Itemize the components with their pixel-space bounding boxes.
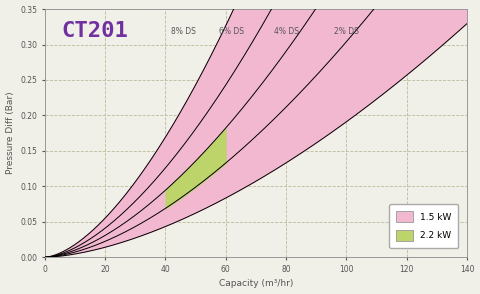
Text: 8% DS: 8% DS [171, 27, 196, 36]
Text: CT201: CT201 [61, 21, 129, 41]
Legend: 1.5 kW, 2.2 kW: 1.5 kW, 2.2 kW [389, 204, 458, 248]
X-axis label: Capacity (m³/hr): Capacity (m³/hr) [219, 279, 293, 288]
Text: 4% DS: 4% DS [274, 27, 299, 36]
Text: 6% DS: 6% DS [219, 27, 244, 36]
Text: 2% DS: 2% DS [334, 27, 359, 36]
Y-axis label: Pressure Diff (Bar): Pressure Diff (Bar) [6, 92, 14, 174]
